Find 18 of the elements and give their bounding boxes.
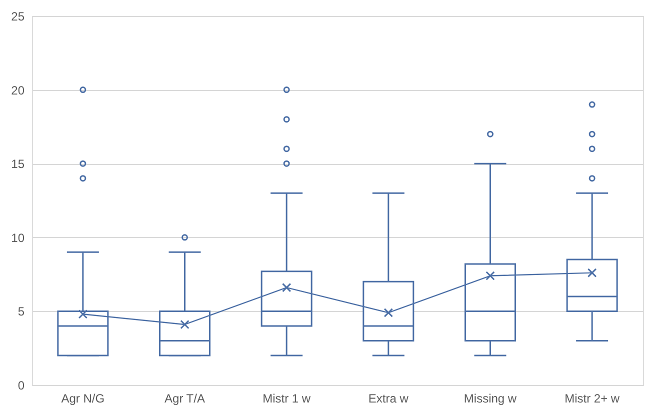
point xyxy=(180,320,190,330)
point xyxy=(587,268,597,278)
x-tick-label: Mistr 2+ w xyxy=(564,392,620,406)
x-tick-label: Extra w xyxy=(368,392,409,406)
point xyxy=(486,271,495,280)
point xyxy=(78,310,88,319)
y-tick-label: 10 xyxy=(11,230,25,245)
point xyxy=(384,308,394,318)
y-tick-label: 5 xyxy=(18,304,25,319)
y-tick-label: 25 xyxy=(11,10,25,24)
y-tick-label: 15 xyxy=(11,157,25,172)
y-tick-label: 20 xyxy=(11,83,25,98)
point xyxy=(282,282,292,292)
y-tick-label: 0 xyxy=(18,378,25,392)
x-tick-label: Mistr 1 w xyxy=(262,392,311,406)
x-tick-label: Agr N/G xyxy=(61,392,105,406)
x-tick-label: Missing w xyxy=(464,392,517,406)
x-tick-label: Agr T/A xyxy=(164,392,205,406)
